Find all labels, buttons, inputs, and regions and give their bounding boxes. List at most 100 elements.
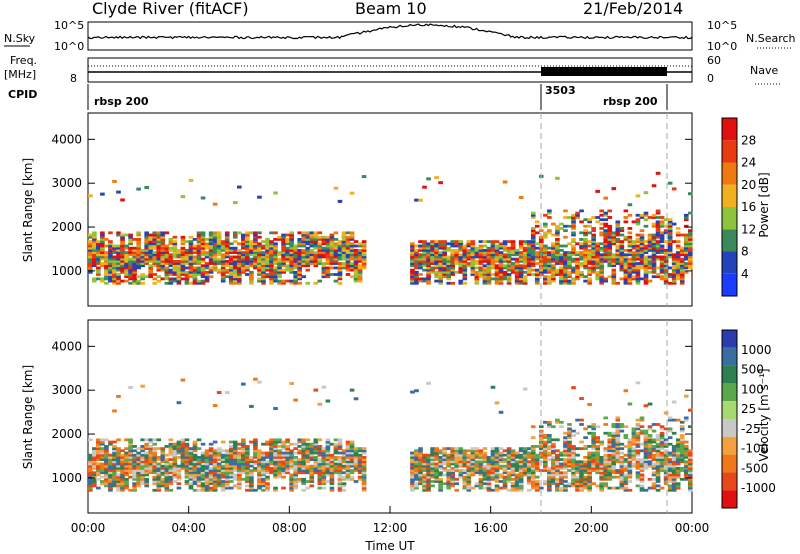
data-cell xyxy=(567,279,572,283)
data-cell xyxy=(623,273,629,276)
data-cell xyxy=(679,259,685,263)
data-cell xyxy=(543,246,548,250)
data-cell xyxy=(281,240,286,243)
data-cell xyxy=(196,248,202,252)
data-cell xyxy=(116,266,121,270)
data-cell xyxy=(518,475,524,479)
data-cell xyxy=(434,242,439,246)
data-cell xyxy=(474,471,480,475)
data-cell xyxy=(502,471,508,475)
data-cell xyxy=(188,281,194,285)
data-cell xyxy=(224,458,230,461)
data-cell xyxy=(615,486,621,490)
data-cell xyxy=(675,270,681,274)
data-cell xyxy=(438,253,443,257)
data-cell xyxy=(172,279,178,283)
data-cell xyxy=(571,227,576,230)
data-cell xyxy=(293,471,298,475)
data-cell xyxy=(253,447,258,450)
data-cell xyxy=(309,442,315,446)
data-cell xyxy=(414,475,419,479)
data-cell xyxy=(144,480,149,483)
data-cell xyxy=(112,273,117,276)
data-cell xyxy=(232,462,238,466)
data-cell xyxy=(168,466,174,470)
data-cell xyxy=(104,462,109,466)
data-cell xyxy=(647,455,653,459)
data-cell xyxy=(571,268,576,272)
data-cell xyxy=(349,451,355,455)
data-cell xyxy=(156,257,162,261)
data-cell xyxy=(482,482,488,486)
data-cell xyxy=(277,251,282,254)
data-cell xyxy=(482,266,488,270)
data-cell xyxy=(136,238,141,241)
data-cell xyxy=(551,460,556,464)
data-cell xyxy=(655,453,661,457)
data-cell xyxy=(683,240,689,243)
data-cell xyxy=(188,464,194,468)
data-cell xyxy=(132,458,137,461)
data-cell xyxy=(675,227,681,230)
data-cell xyxy=(414,251,419,254)
data-cell xyxy=(349,238,355,241)
data-cell xyxy=(506,451,512,455)
data-cell xyxy=(434,473,439,477)
data-cell xyxy=(156,246,162,250)
data-cell xyxy=(156,233,162,237)
data-cell xyxy=(643,244,649,248)
data-cell xyxy=(470,471,476,475)
data-cell xyxy=(325,473,331,477)
data-cell xyxy=(329,471,335,475)
data-cell xyxy=(639,257,645,261)
data-cell xyxy=(462,248,468,252)
data-cell xyxy=(96,251,101,254)
data-cell xyxy=(647,425,653,429)
data-cell xyxy=(663,480,669,483)
data-cell xyxy=(530,466,536,470)
data-cell xyxy=(249,458,254,461)
data-cell xyxy=(108,482,113,486)
data-cell xyxy=(228,279,234,283)
data-cell xyxy=(567,455,572,459)
data-cell xyxy=(462,275,468,279)
data-cell xyxy=(108,473,113,477)
data-cell xyxy=(353,248,359,252)
data-cell xyxy=(426,275,431,279)
data-cell xyxy=(144,257,149,261)
data-cell xyxy=(631,266,637,270)
data-cell xyxy=(164,255,170,259)
data-cell xyxy=(249,480,254,483)
data-cell xyxy=(112,482,117,486)
data-cell xyxy=(321,251,327,254)
data-cell xyxy=(607,445,613,448)
data-cell xyxy=(341,242,347,246)
data-cell xyxy=(257,453,262,457)
data-cell xyxy=(220,273,226,276)
data-cell xyxy=(108,462,113,466)
data-cell xyxy=(418,264,423,268)
data-cell xyxy=(591,453,596,457)
data-cell xyxy=(224,484,230,488)
data-cell xyxy=(543,257,548,261)
data-cell xyxy=(116,394,121,398)
data-cell xyxy=(583,462,588,466)
data-cell xyxy=(341,449,347,453)
data-cell xyxy=(563,458,568,461)
data-cell xyxy=(615,449,621,453)
data-cell xyxy=(466,469,472,472)
data-cell xyxy=(667,429,673,433)
data-cell xyxy=(361,488,367,492)
data-cell xyxy=(277,471,282,475)
data-cell xyxy=(438,264,443,268)
data-cell xyxy=(333,445,339,448)
data-cell xyxy=(152,257,158,261)
data-cell xyxy=(224,460,230,464)
data-cell xyxy=(196,233,202,237)
data-cell xyxy=(96,248,101,252)
data-cell xyxy=(132,462,137,466)
data-cell xyxy=(591,238,596,241)
data-cell xyxy=(196,473,202,477)
data-cell xyxy=(603,449,609,453)
data-cell xyxy=(595,277,600,281)
